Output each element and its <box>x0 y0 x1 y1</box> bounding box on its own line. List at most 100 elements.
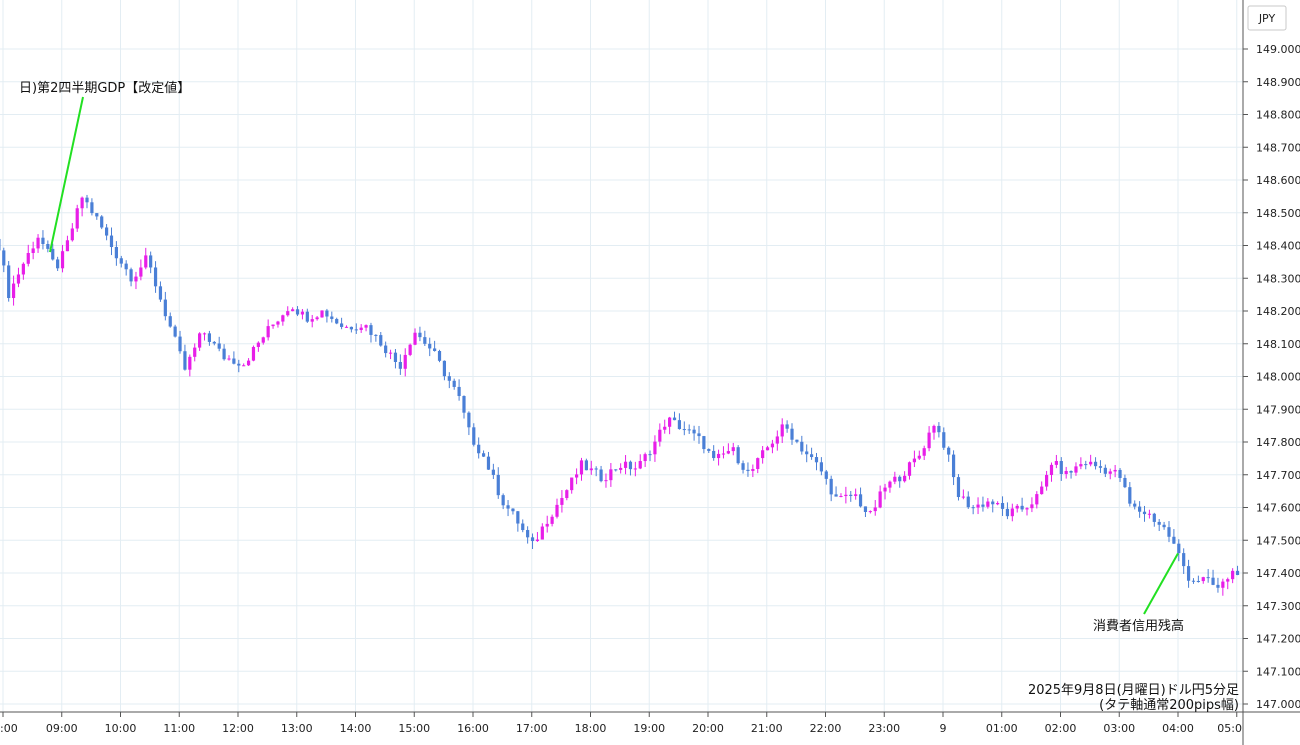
candle <box>951 450 956 486</box>
candle-body <box>947 447 951 455</box>
candle <box>501 493 505 510</box>
candle-body <box>315 317 319 320</box>
candle <box>276 320 280 328</box>
y-tick-label: 147.400 <box>1256 567 1300 580</box>
candle <box>672 411 677 421</box>
candle-body <box>193 347 197 357</box>
candle-body <box>281 315 285 322</box>
candle <box>452 378 456 390</box>
candle-body <box>633 468 637 470</box>
y-tick-label: 148.500 <box>1256 207 1300 220</box>
candle <box>526 526 530 544</box>
candle-body <box>530 537 535 542</box>
candle-body <box>413 332 417 345</box>
candle-body <box>1206 577 1210 579</box>
candle <box>574 468 579 485</box>
candle-body <box>584 460 588 471</box>
candle-body <box>1113 469 1117 472</box>
candle-body <box>702 436 706 450</box>
x-tick-label: 12:00 <box>222 722 254 735</box>
candle-body <box>545 523 549 527</box>
candle <box>991 499 995 513</box>
candle-body <box>1157 521 1161 525</box>
candle <box>736 445 740 465</box>
candle-body <box>467 412 471 428</box>
candle <box>932 424 936 440</box>
candle <box>530 533 535 550</box>
candle-body <box>227 358 231 360</box>
candle-body <box>716 453 721 459</box>
candle <box>462 395 466 419</box>
candle-body <box>339 323 344 327</box>
candle <box>481 450 486 458</box>
y-tick-label: 148.300 <box>1256 272 1300 285</box>
candle-body <box>491 469 495 475</box>
candle <box>1069 470 1073 479</box>
candle <box>75 204 79 232</box>
candle-body <box>555 504 559 517</box>
candle-body <box>506 505 510 509</box>
candle <box>193 343 197 362</box>
candle-body <box>844 494 848 497</box>
x-tick-label: 19:00 <box>633 722 665 735</box>
candle-body <box>795 439 799 442</box>
candle-body <box>428 343 432 349</box>
candle <box>433 340 437 352</box>
y-tick-label: 148.400 <box>1256 240 1300 253</box>
candle <box>648 450 652 462</box>
candle <box>173 324 177 338</box>
candle <box>403 348 407 377</box>
candle <box>183 344 187 371</box>
candle-body <box>16 274 21 284</box>
candle <box>1010 503 1014 522</box>
candle <box>496 467 500 499</box>
candle <box>100 215 104 230</box>
candle <box>873 500 877 516</box>
candle <box>41 230 45 250</box>
candle-body <box>1000 503 1005 509</box>
candle <box>1025 507 1029 516</box>
candle <box>7 261 11 302</box>
candle <box>51 243 55 261</box>
candle-body <box>46 244 50 249</box>
candle <box>349 326 353 333</box>
candle-body <box>677 420 682 430</box>
candle <box>1206 569 1210 583</box>
candle-body <box>1128 487 1132 504</box>
candle-body <box>75 208 79 229</box>
candle-body <box>814 457 819 463</box>
candle <box>354 323 358 334</box>
candle-body <box>452 380 456 387</box>
annotations: 日)第2四半期GDP【改定値】消費者信用残高 <box>19 80 1184 634</box>
candle-body <box>388 352 393 354</box>
candle <box>805 444 809 463</box>
candle-body <box>535 539 540 542</box>
candle <box>545 515 549 533</box>
candle <box>584 458 588 471</box>
candle-body <box>623 461 628 468</box>
candle-body <box>1049 464 1054 475</box>
candle <box>80 196 84 217</box>
candle <box>1142 505 1147 522</box>
candle <box>1030 497 1034 513</box>
candle-body <box>1054 461 1058 465</box>
candle-body <box>462 396 466 413</box>
candle-body <box>1142 511 1147 515</box>
candle <box>878 485 882 509</box>
candle <box>310 314 314 328</box>
candle-body <box>300 311 305 315</box>
candle-body <box>824 471 828 479</box>
candle <box>912 450 917 468</box>
candle <box>903 471 907 483</box>
annotation-line-credit <box>1143 552 1179 615</box>
y-tick-label: 148.800 <box>1256 109 1300 122</box>
candle-body <box>883 487 887 492</box>
candle-body <box>266 326 270 338</box>
candle <box>702 435 706 454</box>
candle-body <box>707 449 711 451</box>
candle-body <box>775 436 779 444</box>
candle-body <box>320 310 324 318</box>
candle <box>824 469 828 485</box>
candle <box>623 455 628 475</box>
candle <box>907 461 912 480</box>
